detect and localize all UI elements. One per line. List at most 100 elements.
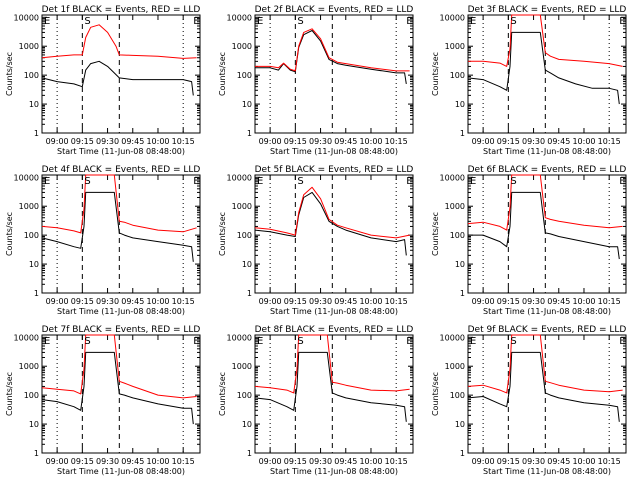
marker-label: S — [510, 336, 516, 347]
marker-label: E — [619, 336, 625, 347]
x-tick-label: 09:00 — [46, 297, 69, 306]
x-axis-label: Start Time (11-Jun-08 08:48:00) — [270, 147, 398, 156]
series-line-events — [468, 191, 620, 260]
series-line-lld — [254, 186, 410, 239]
marker-label: E — [257, 336, 263, 347]
y-tick-label: 1 — [247, 289, 252, 298]
y-tick-label: 1000 — [232, 42, 252, 51]
y-tick-label: 1000 — [19, 202, 39, 211]
x-tick-label: 09:45 — [547, 297, 570, 306]
y-tick-label: 1 — [247, 449, 252, 458]
x-tick-label: 09:30 — [96, 297, 119, 306]
y-tick-label: 100 — [450, 231, 465, 240]
y-tick-label: 1000 — [445, 362, 465, 371]
x-tick-label: 09:00 — [259, 297, 282, 306]
series-line-lld — [467, 174, 623, 231]
x-tick-label: 09:30 — [96, 137, 119, 146]
x-tick-label: 09:00 — [259, 137, 282, 146]
panel-title: Det 8f BLACK = Events, RED = LLD — [255, 325, 414, 335]
series-line-events — [41, 60, 194, 96]
x-tick-label: 09:45 — [121, 137, 144, 146]
y-tick-label: 10000 — [440, 333, 465, 342]
y-tick-label: 1 — [34, 449, 39, 458]
plot-frame — [41, 174, 201, 294]
x-axis-label: Start Time (11-Jun-08 08:48:00) — [270, 467, 398, 476]
x-tick-label: 10:15 — [385, 137, 408, 146]
panel-title: Det 3f BLACK = Events, RED = LLD — [468, 5, 627, 15]
x-axis-label: Start Time (11-Jun-08 08:48:00) — [57, 467, 185, 476]
marker-label: E — [470, 336, 476, 347]
x-tick-label: 09:45 — [334, 297, 357, 306]
x-tick-label: 09:15 — [71, 137, 94, 146]
panel-title: Det 2f BLACK = Events, RED = LLD — [255, 5, 414, 15]
series-line-events — [254, 351, 407, 422]
x-axis-label: Start Time (11-Jun-08 08:48:00) — [483, 467, 611, 476]
marker-label: E — [406, 16, 412, 27]
marker-label: E — [193, 16, 199, 27]
marker-label: S — [84, 16, 90, 27]
x-tick-label: 09:30 — [522, 297, 545, 306]
series-line-events — [41, 351, 194, 425]
marker-label: E — [44, 336, 50, 347]
plot-frame — [467, 174, 627, 294]
x-axis-label: Start Time (11-Jun-08 08:48:00) — [483, 307, 611, 316]
x-tick-label: 09:00 — [46, 457, 69, 466]
marker-label: E — [44, 176, 50, 187]
marker-label: E — [257, 176, 263, 187]
series-line-lld — [254, 334, 410, 394]
x-axis-label: Start Time (11-Jun-08 08:48:00) — [270, 307, 398, 316]
x-tick-label: 10:00 — [359, 297, 382, 306]
y-tick-label: 10000 — [227, 333, 252, 342]
marker-label: S — [297, 16, 303, 27]
x-tick-label: 09:15 — [284, 137, 307, 146]
y-tick-label: 10000 — [227, 13, 252, 22]
marker-label: S — [510, 176, 516, 187]
marker-label: E — [193, 336, 199, 347]
detector-panel: Det 8f BLACK = Events, RED = LLD 1 10 100 10… — [218, 325, 414, 476]
x-tick-label: 10:00 — [359, 457, 382, 466]
x-tick-label: 10:00 — [359, 137, 382, 146]
y-tick-label: 1 — [460, 449, 465, 458]
y-tick-label: 1 — [460, 129, 465, 138]
y-tick-label: 10000 — [14, 13, 39, 22]
x-tick-label: 09:30 — [309, 297, 332, 306]
y-axis-label: Counts/sec — [218, 52, 227, 96]
y-tick-label: 10000 — [14, 333, 39, 342]
x-axis-label: Start Time (11-Jun-08 08:48:00) — [57, 147, 185, 156]
panel-title: Det 6f BLACK = Events, RED = LLD — [468, 165, 627, 175]
x-tick-label: 09:30 — [96, 457, 119, 466]
plot-frame — [41, 14, 201, 134]
x-tick-label: 09:00 — [259, 457, 282, 466]
panel-title: Det 9f BLACK = Events, RED = LLD — [468, 325, 627, 335]
y-tick-label: 100 — [24, 391, 39, 400]
series-line-events — [255, 30, 407, 84]
x-tick-label: 09:45 — [334, 137, 357, 146]
y-tick-label: 10 — [29, 420, 39, 429]
series-line-lld — [41, 174, 197, 234]
y-tick-label: 10 — [29, 100, 39, 109]
x-tick-label: 09:15 — [71, 297, 94, 306]
detector-panel: Det 7f BLACK = Events, RED = LLD 1 10 100 10… — [5, 325, 201, 476]
y-tick-label: 100 — [450, 71, 465, 80]
y-axis-label: Counts/sec — [5, 52, 14, 96]
y-tick-label: 1000 — [232, 202, 252, 211]
y-tick-label: 10000 — [440, 13, 465, 22]
marker-label: S — [297, 336, 303, 347]
y-axis-label: Counts/sec — [431, 372, 440, 416]
x-tick-label: 09:45 — [547, 457, 570, 466]
y-tick-label: 1000 — [445, 202, 465, 211]
marker-label: E — [470, 176, 476, 187]
x-tick-label: 09:15 — [284, 297, 307, 306]
series-line-events — [467, 31, 620, 105]
x-tick-label: 10:00 — [572, 137, 595, 146]
x-tick-label: 09:15 — [497, 457, 520, 466]
y-tick-label: 10000 — [227, 173, 252, 182]
x-tick-label: 09:00 — [472, 297, 495, 306]
series-line-lld — [468, 14, 623, 67]
marker-label: S — [84, 176, 90, 187]
marker-label: E — [406, 336, 412, 347]
marker-label: S — [84, 336, 90, 347]
series-line-lld — [41, 334, 197, 399]
detector-panel: Det 9f BLACK = Events, RED = LLD 1 10 100 10… — [431, 325, 627, 476]
detector-panel: Det 4f BLACK = Events, RED = LLD 1 10 100 10… — [5, 165, 201, 316]
